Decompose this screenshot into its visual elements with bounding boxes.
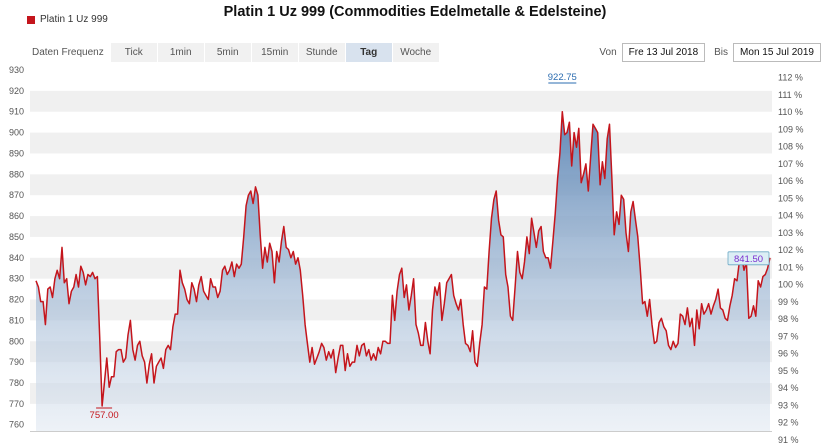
from-label: Von — [599, 47, 617, 58]
chart-title: Platin 1 Uz 999 (Commodities Edelmetalle… — [223, 4, 607, 20]
y2-tick-label: 95 % — [778, 366, 799, 376]
y-tick-label: 840 — [9, 253, 24, 263]
y2-tick-label: 96 % — [778, 349, 799, 359]
y2-tick-label: 110 % — [778, 107, 803, 117]
y2-tick-label: 111 % — [778, 90, 802, 100]
price-line — [35, 110, 771, 407]
y-tick-label: 930 — [9, 65, 24, 75]
y-tick-label: 820 — [9, 295, 24, 305]
grid-band — [30, 132, 772, 154]
y2-tick-label: 106 % — [778, 176, 804, 186]
y-tick-label: 830 — [9, 274, 24, 284]
max-label: 922.75 — [548, 72, 577, 83]
frequency-button-15min[interactable]: 15min — [251, 43, 298, 62]
y2-tick-label: 107 % — [778, 159, 804, 169]
y-tick-label: 880 — [9, 169, 24, 179]
annotations: 757.00 922.75 841.50 — [90, 72, 770, 421]
y-tick-label: 860 — [9, 211, 24, 221]
y2-tick-label: 109 % — [778, 124, 804, 134]
y2-tick-label: 104 % — [778, 211, 804, 221]
chart-legend: Platin 1 Uz 999 — [27, 14, 108, 25]
grid-band — [30, 174, 772, 196]
y-tick-label: 790 — [9, 357, 24, 367]
min-label: 757.00 — [90, 410, 119, 421]
frequency-button-woche[interactable]: Woche — [392, 43, 439, 62]
date-range: Von Fre 13 Jul 2018 Bis Mon 15 Jul 2019 — [599, 43, 821, 62]
legend-series-name: Platin 1 Uz 999 — [40, 14, 108, 25]
legend-swatch — [27, 15, 35, 24]
y-tick-label: 810 — [9, 315, 24, 325]
y2-tick-label: 101 % — [778, 262, 804, 272]
y2-tick-label: 100 % — [778, 280, 804, 290]
frequency-button-stunde[interactable]: Stunde — [298, 43, 345, 62]
y2-tick-label: 103 % — [778, 228, 804, 238]
y2-axis-labels: 91 % 92 % 93 % 94 % 95 % 96 % 97 % 98 % 99 % 100 … — [778, 73, 804, 443]
y-tick-label: 870 — [9, 190, 24, 200]
y-tick-label: 890 — [9, 148, 24, 158]
price-area — [36, 111, 770, 431]
y-tick-label: 850 — [9, 232, 24, 242]
y-tick-label: 770 — [9, 399, 24, 409]
y2-tick-label: 97 % — [778, 331, 799, 341]
y-tick-label: 800 — [9, 336, 24, 346]
y2-tick-label: 105 % — [778, 193, 804, 203]
y-tick-label: 900 — [9, 128, 24, 138]
frequency-toolbar: Daten Frequenz Tick 1min 5min 15min Stun… — [30, 43, 440, 62]
frequency-button-1min[interactable]: 1min — [157, 43, 204, 62]
y2-tick-label: 91 % — [778, 435, 799, 443]
grid-band — [30, 216, 772, 237]
to-date-input[interactable]: Mon 15 Jul 2019 — [733, 43, 821, 62]
y2-tick-label: 112 % — [778, 73, 803, 83]
from-date-input[interactable]: Fre 13 Jul 2018 — [621, 43, 706, 62]
y-tick-label: 760 — [9, 420, 24, 430]
frequency-button-5min[interactable]: 5min — [204, 43, 251, 62]
y2-tick-label: 94 % — [778, 383, 799, 393]
last-value-label: 841.50 — [734, 254, 763, 265]
to-label: Bis — [714, 47, 729, 58]
y2-tick-label: 108 % — [778, 142, 804, 152]
last-value-box — [727, 251, 770, 266]
frequency-button-tick[interactable]: Tick — [110, 43, 157, 62]
y2-tick-label: 99 % — [778, 297, 799, 307]
frequency-label: Daten Frequenz — [32, 47, 104, 58]
y-axis-labels: 760 770 780 790 800 810 820 830 840 850 860 870 880 8… — [9, 65, 24, 430]
y-tick-label: 780 — [9, 378, 24, 388]
y2-tick-label: 98 % — [778, 314, 799, 324]
y2-tick-label: 92 % — [778, 418, 799, 428]
grid-band — [30, 90, 772, 112]
y-tick-label: 910 — [9, 107, 24, 117]
y2-tick-label: 102 % — [778, 245, 804, 255]
y-tick-label: 920 — [9, 86, 24, 96]
y2-tick-label: 93 % — [778, 400, 799, 410]
frequency-button-tag[interactable]: Tag — [345, 43, 392, 62]
